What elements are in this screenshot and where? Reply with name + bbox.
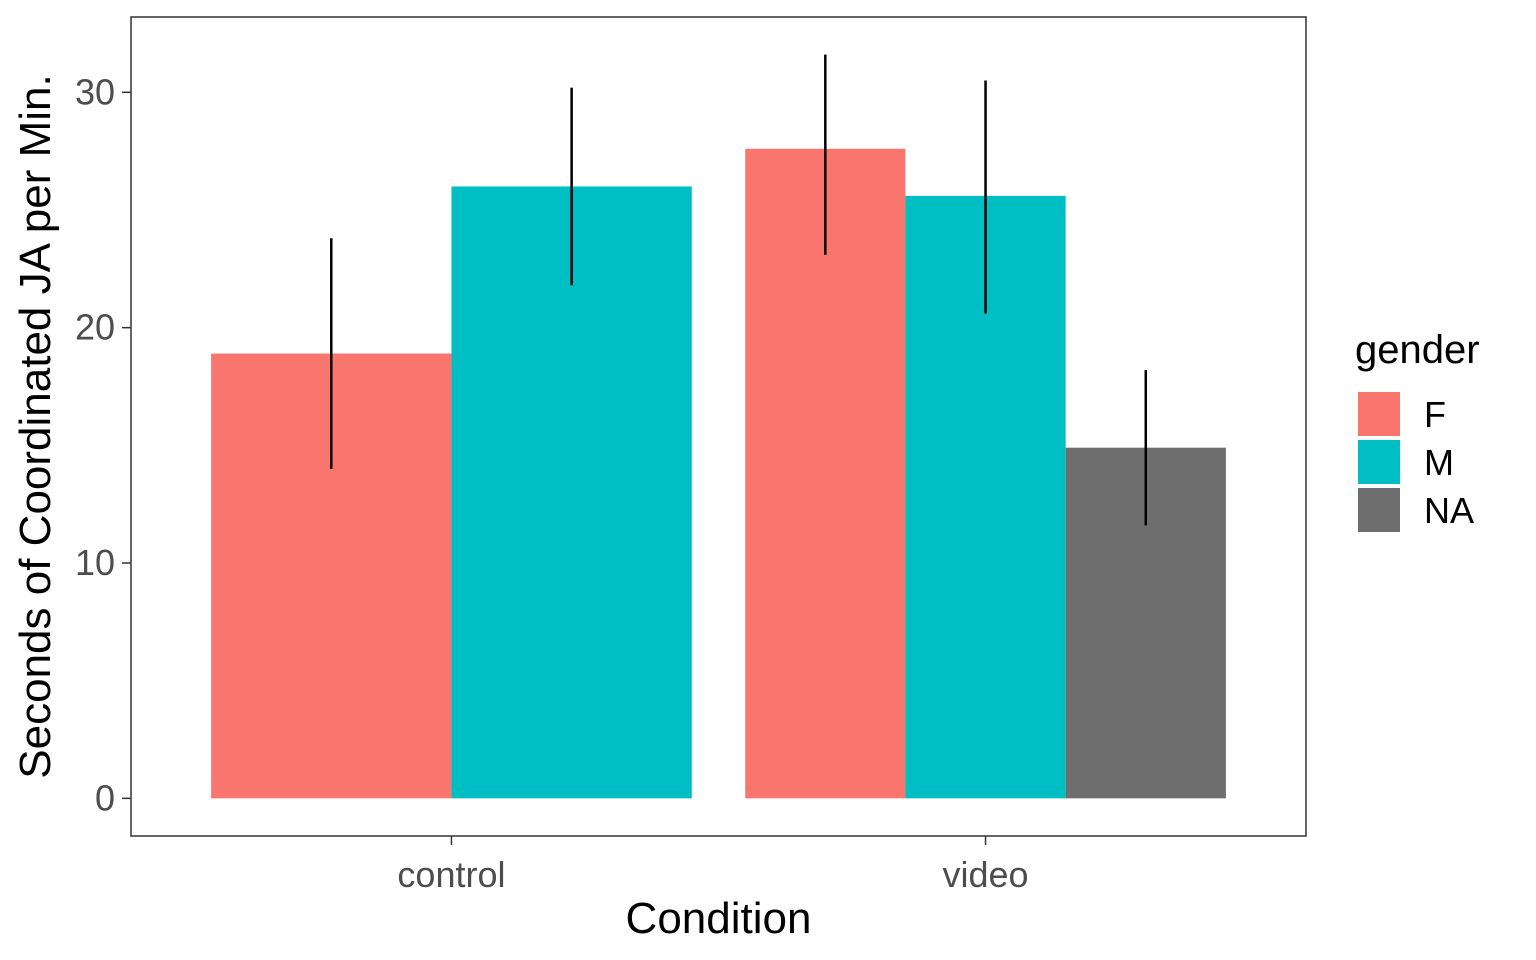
error-bars-layer [330,54,1148,526]
legend-label-m: M [1424,442,1454,483]
y-axis-title: Seconds of Coordinated JA per Min. [11,74,60,778]
bar-video-f [745,148,906,799]
legend-label-na: NA [1424,490,1474,531]
plot-panel-border [130,16,1307,837]
x-tick-label-control: control [397,854,505,895]
bar-control-m [451,186,692,799]
y-tick-label: 20 [75,307,115,348]
y-tick-label: 0 [95,777,115,818]
legend-key-na [1358,488,1400,532]
legend-title: gender [1355,328,1480,372]
legend-key-m [1358,440,1400,484]
y-tick-label: 10 [75,542,115,583]
y-tick-label: 30 [75,71,115,112]
x-axis: control video [397,836,1029,895]
x-axis-title: Condition [626,894,812,943]
bars-layer [211,148,1226,799]
legend: gender FM NA [1355,328,1480,532]
y-axis: 0 10 20 30 [75,71,131,818]
x-tick-label-video: video [943,854,1029,895]
legend-key-f [1358,392,1400,436]
legend-label-f: F [1424,394,1446,435]
